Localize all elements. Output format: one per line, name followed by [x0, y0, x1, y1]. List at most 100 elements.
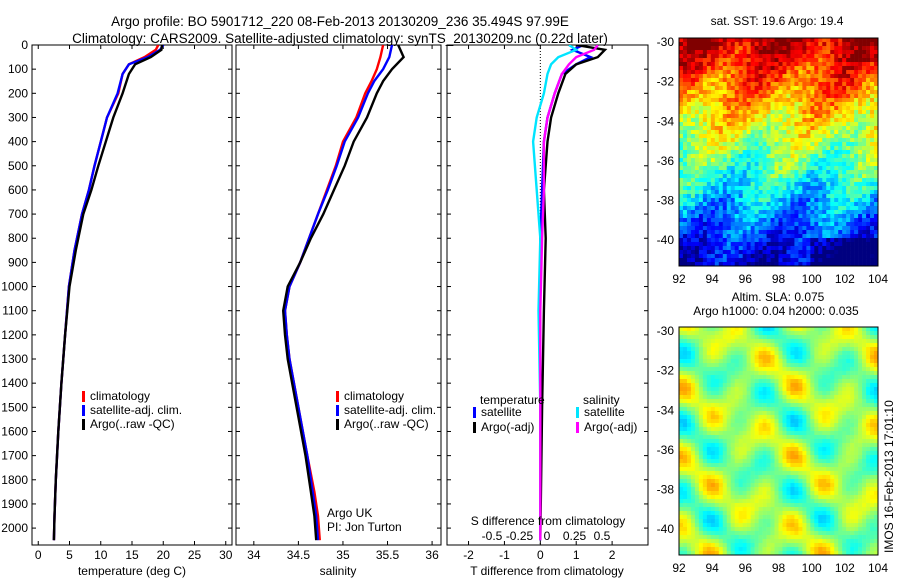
map-cell	[806, 419, 811, 424]
map-cell	[874, 403, 878, 408]
map-cell	[862, 86, 867, 91]
map-cell	[862, 459, 867, 464]
map-cell	[718, 262, 724, 266]
map-cell	[730, 331, 736, 336]
map-cell	[786, 391, 791, 396]
map-cell	[706, 395, 712, 400]
map-cell	[754, 122, 759, 127]
map-cell	[874, 367, 878, 372]
map-cell	[718, 403, 724, 408]
map-cell	[822, 54, 827, 59]
s-diff-tick-label: -0.5	[482, 529, 503, 543]
map-cell	[742, 154, 747, 159]
map-cell	[718, 102, 724, 107]
map-cell	[778, 439, 783, 444]
map-cell	[866, 246, 871, 251]
map-cell	[734, 214, 739, 219]
map-cell	[718, 250, 724, 255]
map-cell	[698, 451, 704, 456]
map-cell	[718, 182, 724, 187]
map-cell	[874, 463, 878, 468]
map-cell	[862, 371, 867, 376]
map-cell	[686, 174, 692, 179]
map-cell	[782, 238, 787, 243]
map-cell	[682, 218, 688, 223]
map-cell	[679, 419, 684, 424]
map-cell	[686, 194, 692, 199]
map-cell	[722, 258, 728, 263]
map-cell	[718, 222, 724, 227]
map-cell	[774, 178, 779, 183]
map-cell	[814, 154, 819, 159]
map-cell	[734, 54, 739, 59]
map-cell	[742, 162, 747, 167]
map-cell	[806, 407, 811, 412]
map-cell	[858, 146, 863, 151]
map-cell	[854, 202, 859, 207]
map-cell	[758, 190, 763, 195]
map-cell	[722, 383, 728, 388]
map-cell	[730, 395, 736, 400]
map-cell	[798, 62, 803, 67]
map-cell	[738, 459, 743, 464]
map-cell	[730, 202, 736, 207]
map-cell	[786, 166, 791, 171]
map-cell	[702, 214, 708, 219]
map-cell	[742, 38, 747, 43]
map-cell	[806, 399, 811, 404]
map-cell	[846, 122, 851, 127]
map-cell	[810, 355, 815, 360]
map-cell	[846, 66, 851, 71]
map-cell	[862, 194, 867, 199]
map-cell	[790, 150, 795, 155]
map-cell	[866, 379, 871, 384]
map-cell	[718, 178, 724, 183]
map-cell	[818, 170, 823, 175]
map-cell	[694, 134, 700, 139]
map-cell	[734, 182, 739, 187]
map-cell	[810, 218, 815, 223]
map-cell	[830, 459, 835, 464]
map-cell	[738, 234, 743, 239]
map-cell	[822, 94, 827, 99]
map-cell	[710, 74, 716, 79]
map-cell	[770, 343, 775, 348]
map-cell	[858, 46, 863, 51]
depth-tick-label: 500	[8, 159, 28, 173]
map-cell	[738, 230, 743, 235]
map-cell	[766, 194, 771, 199]
map-cell	[826, 110, 831, 115]
map-cell	[798, 242, 803, 247]
map-cell	[702, 411, 708, 416]
map-cell	[694, 66, 700, 71]
map-cell	[826, 42, 831, 47]
map-cell	[750, 435, 755, 440]
map-cell	[770, 407, 775, 412]
map-cell	[679, 411, 684, 416]
map-cell	[830, 258, 835, 263]
map-cell	[766, 150, 771, 155]
map-cell	[702, 106, 708, 111]
map-cell	[870, 258, 875, 263]
map-cell	[826, 218, 831, 223]
map-cell	[794, 78, 799, 83]
map-cell	[850, 146, 855, 151]
sst-heatmap	[679, 38, 878, 266]
map-cell	[718, 134, 724, 139]
map-cell	[834, 130, 839, 135]
map-cell	[838, 467, 843, 472]
map-cell	[726, 42, 732, 47]
map-cell	[874, 138, 878, 143]
map-cell	[766, 471, 771, 476]
map-cell	[798, 423, 803, 428]
map-cell	[742, 431, 747, 436]
map-cell	[782, 58, 787, 63]
map-cell	[870, 363, 875, 368]
map-cell	[782, 74, 787, 79]
map-cell	[850, 455, 855, 460]
map-cell	[710, 42, 716, 47]
map-cell	[734, 170, 739, 175]
map-cell	[734, 403, 739, 408]
map-cell	[834, 471, 839, 476]
map-cell	[822, 130, 827, 135]
